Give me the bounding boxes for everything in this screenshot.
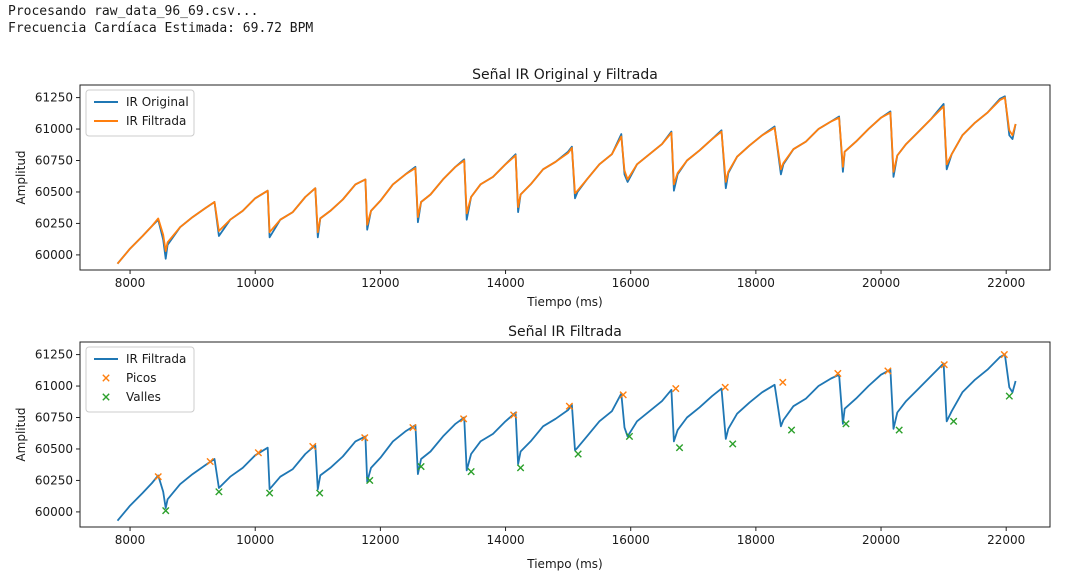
valley-marker bbox=[1005, 392, 1014, 400]
valley-marker bbox=[315, 489, 324, 497]
y-axis-label: Amplitud bbox=[14, 407, 28, 461]
x-tick-label: 8000 bbox=[115, 276, 146, 290]
y-tick-label: 60000 bbox=[35, 248, 73, 262]
x-tick-label: 10000 bbox=[236, 533, 274, 547]
legend: IR Original IR Filtrada bbox=[85, 89, 195, 137]
valley-marker bbox=[729, 440, 737, 448]
legend-marker bbox=[102, 393, 110, 401]
y-tick-label: 60250 bbox=[35, 473, 73, 487]
valley-marker bbox=[675, 444, 684, 452]
series-line-second bbox=[116, 96, 1017, 265]
plot-area bbox=[116, 350, 1017, 522]
x-tick-label: 18000 bbox=[737, 276, 775, 290]
valley-marker bbox=[625, 432, 634, 441]
valley-marker bbox=[215, 488, 223, 496]
peak-marker bbox=[309, 442, 317, 451]
peak-marker bbox=[619, 391, 627, 399]
x-tick-label: 12000 bbox=[361, 276, 399, 290]
x-tick-label: 8000 bbox=[115, 533, 146, 547]
valley-marker bbox=[516, 464, 525, 472]
x-tick-label: 10000 bbox=[236, 276, 274, 290]
peak-marker bbox=[154, 472, 162, 481]
peak-marker bbox=[884, 367, 892, 375]
series-line-first bbox=[116, 353, 1017, 522]
x-tick-label: 14000 bbox=[486, 533, 524, 547]
axes-frame bbox=[79, 84, 1051, 271]
y-tick-label: 60500 bbox=[35, 185, 73, 199]
chart-title: Señal IR Filtrada bbox=[508, 324, 622, 340]
y-tick-label: 61250 bbox=[35, 348, 73, 362]
legend: IR Filtrada Picos Valles bbox=[85, 346, 195, 413]
valley-marker bbox=[574, 450, 582, 458]
plot-area bbox=[116, 95, 1017, 265]
valley-marker bbox=[895, 426, 903, 434]
peak-marker bbox=[509, 411, 518, 419]
y-tick-label: 60250 bbox=[35, 216, 73, 230]
chart-title: Señal IR Original y Filtrada bbox=[472, 67, 658, 83]
legend-label: Picos bbox=[126, 371, 157, 385]
console-line-processing: Procesando raw_data_96_69.csv... bbox=[8, 4, 259, 19]
legend-label: IR Original bbox=[126, 95, 189, 109]
legend-label: IR Filtrada bbox=[126, 114, 186, 128]
chart-filtered-peaks-valleys: Señal IR Filtrada 8000 10000 12000 14000 1600… bbox=[14, 324, 1051, 571]
peak-marker bbox=[565, 402, 574, 410]
y-axis-label: Amplitud bbox=[14, 150, 28, 204]
y-tick-label: 60750 bbox=[35, 411, 73, 425]
peak-marker bbox=[779, 378, 787, 386]
chart-original-filtered: Señal IR Original y Filtrada 8000 10000 120… bbox=[14, 67, 1051, 309]
x-tick-label: 20000 bbox=[862, 276, 900, 290]
peak-marker bbox=[834, 369, 842, 378]
console-output: Procesando raw_data_96_69.csv... Frecuenc… bbox=[8, 3, 313, 37]
valley-marker bbox=[366, 476, 374, 485]
y-tick-label: 60000 bbox=[35, 505, 73, 519]
peak-marker bbox=[206, 457, 214, 466]
x-tick-label: 12000 bbox=[361, 533, 399, 547]
x-tick-label: 22000 bbox=[987, 276, 1025, 290]
valley-marker bbox=[787, 426, 796, 434]
x-tick-label: 20000 bbox=[862, 533, 900, 547]
peak-marker bbox=[672, 384, 680, 393]
y-tick-label: 61250 bbox=[35, 91, 73, 105]
peak-marker bbox=[409, 423, 417, 432]
x-tick-label: 22000 bbox=[987, 533, 1025, 547]
valley-marker bbox=[949, 417, 958, 425]
y-tick-label: 60750 bbox=[35, 154, 73, 168]
valley-marker bbox=[162, 506, 170, 515]
peak-marker bbox=[254, 449, 263, 457]
y-tick-label: 61000 bbox=[35, 379, 73, 393]
legend-label: Valles bbox=[126, 390, 161, 404]
x-axis-label: Tiempo (ms) bbox=[526, 295, 602, 309]
valley-marker bbox=[842, 420, 850, 428]
peak-marker bbox=[459, 415, 468, 423]
peak-marker bbox=[1000, 350, 1009, 359]
peak-marker bbox=[721, 383, 729, 392]
x-tick-label: 16000 bbox=[612, 276, 650, 290]
x-tick-label: 18000 bbox=[737, 533, 775, 547]
x-axis-label: Tiempo (ms) bbox=[526, 557, 602, 571]
x-tick-label: 16000 bbox=[612, 533, 650, 547]
y-tick-label: 61000 bbox=[35, 122, 73, 136]
valley-marker bbox=[417, 462, 425, 471]
legend-box bbox=[85, 346, 195, 413]
valley-marker bbox=[265, 489, 274, 497]
console-line-heart-rate: Frecuencia Cardíaca Estimada: 69.72 BPM bbox=[8, 21, 314, 36]
x-tick-label: 14000 bbox=[486, 276, 524, 290]
axes-frame bbox=[79, 341, 1051, 528]
series-line-first bbox=[116, 95, 1017, 265]
valley-marker bbox=[467, 467, 475, 476]
peak-marker bbox=[361, 433, 369, 442]
peak-marker bbox=[940, 360, 948, 369]
legend-marker bbox=[102, 374, 110, 382]
y-tick-label: 60500 bbox=[35, 442, 73, 456]
legend-label: IR Filtrada bbox=[126, 352, 186, 366]
